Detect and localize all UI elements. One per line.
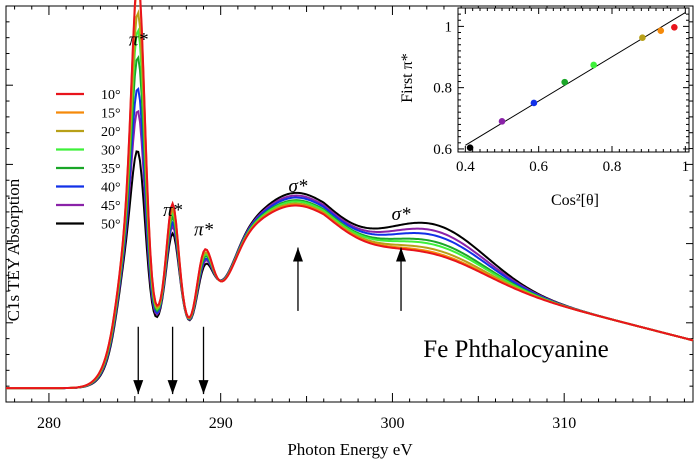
inset-x-tick-label: 0.8 bbox=[603, 159, 622, 175]
x-tick-label: 300 bbox=[380, 415, 404, 432]
arrow-head bbox=[396, 247, 407, 262]
inset-x-tick-label: 1 bbox=[682, 159, 690, 175]
arrow-head bbox=[198, 380, 209, 395]
legend-label: 15° bbox=[101, 107, 121, 122]
inset-data-point bbox=[671, 24, 678, 31]
main-plot-frame bbox=[5, 5, 694, 403]
inset-data-point bbox=[590, 61, 597, 69]
legend-label: 50° bbox=[101, 218, 121, 233]
arrow-head bbox=[292, 247, 303, 262]
peak-label: π* bbox=[194, 220, 214, 241]
inset-data-point bbox=[657, 27, 665, 34]
legend-label: 45° bbox=[101, 199, 121, 214]
inset-x-axis-label: Cos²[θ] bbox=[551, 192, 599, 209]
arrow-head bbox=[167, 380, 178, 395]
series-line bbox=[6, 0, 694, 390]
arrow-head bbox=[133, 380, 144, 395]
legend-label: 30° bbox=[101, 144, 121, 159]
peak-label: π* bbox=[163, 200, 183, 221]
x-tick-label: 310 bbox=[552, 415, 576, 432]
legend-label: 35° bbox=[101, 162, 121, 177]
inset-y-axis-label: First π* bbox=[399, 53, 416, 102]
legend-label: 20° bbox=[101, 125, 121, 140]
x-tick-label: 280 bbox=[37, 415, 61, 432]
inset-data-point bbox=[561, 78, 568, 86]
inset-x-tick-label: 0.4 bbox=[456, 159, 475, 175]
peak-label: π* bbox=[129, 30, 149, 51]
peak-label: σ* bbox=[392, 204, 411, 225]
main-plot: 280 290 300 310 Photon Energy eV C1s TEY Abso… bbox=[4, 0, 694, 459]
inset-y-tick-label: 0.6 bbox=[433, 142, 452, 158]
legend-label: 40° bbox=[101, 181, 121, 196]
x-tick-label: 290 bbox=[209, 415, 233, 432]
sample-label: Fe Phthalocyanine bbox=[423, 336, 608, 363]
y-axis-label: C1s TEY Absorption bbox=[4, 178, 23, 321]
legend-label: 10° bbox=[101, 88, 121, 103]
inset-x-tick-label: 0.6 bbox=[529, 159, 548, 175]
inset-data-point bbox=[639, 34, 646, 42]
x-axis-label: Photon Energy eV bbox=[287, 440, 413, 459]
inset-data-point bbox=[530, 99, 538, 107]
peak-label: σ* bbox=[289, 176, 308, 197]
inset-y-tick-label: 1 bbox=[445, 19, 453, 35]
inset-data-point bbox=[498, 118, 506, 125]
inset-y-tick-label: 0.8 bbox=[433, 81, 452, 97]
inset-data-point bbox=[466, 144, 474, 152]
